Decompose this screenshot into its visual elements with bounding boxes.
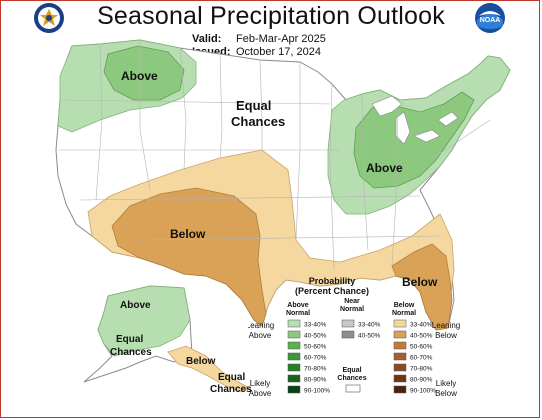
valid-label: Valid:	[192, 33, 222, 45]
below-mid-region-sw	[111, 187, 267, 327]
legend-likely-below-2: Below	[435, 389, 457, 398]
legend-col-above-2: Normal	[286, 310, 310, 317]
legend-swatches: 33-40% 40-50% 50-60% 60-70% 70-80% 80-90% 90-1…	[287, 319, 436, 395]
below-swatch	[393, 319, 407, 328]
below-swatch	[393, 363, 407, 372]
above-swatch	[287, 363, 301, 372]
legend-title-2: (Percent Chance)	[295, 286, 369, 296]
label-ak-equal-2: Chances	[110, 347, 152, 358]
below-swatch	[393, 385, 407, 394]
above-mid-region-ne	[353, 91, 475, 189]
below-swatch-label: 80-90%	[410, 377, 433, 384]
legend-likely-above-1: Likely	[250, 379, 270, 388]
below-swatch	[393, 330, 407, 339]
legend-equal-2: Chances	[337, 375, 366, 382]
legend-col-below-2: Normal	[392, 310, 416, 317]
near-swatch-label: 33-40%	[358, 322, 381, 329]
below-swatch	[393, 341, 407, 350]
above-swatch-label: 60-70%	[304, 355, 327, 362]
below-swatch	[393, 374, 407, 383]
legend-equal-1: Equal	[342, 367, 361, 374]
legend-leaning-below-2: Below	[435, 331, 457, 340]
above-mid-region-nw	[103, 45, 185, 101]
above-swatch	[287, 352, 301, 361]
below-swatch-label: 33-40%	[410, 322, 433, 329]
above-swatch-label: 70-80%	[304, 366, 327, 373]
label-below-se: Below	[402, 275, 438, 289]
commerce-seal-icon	[34, 3, 64, 33]
below-swatch	[393, 352, 407, 361]
label-ak-equal-b1: Equal	[218, 372, 245, 383]
valid-line: Valid: Feb-Mar-Apr 2025	[192, 33, 326, 45]
near-swatch	[341, 319, 355, 328]
state-borders	[58, 40, 491, 271]
label-ak-above: Above	[120, 300, 151, 311]
legend-leaning-below-1: Leaning	[432, 321, 460, 330]
below-swatch-label: 70-80%	[410, 366, 433, 373]
above-swatch	[287, 374, 301, 383]
above-swatch-label: 90-100%	[304, 388, 330, 395]
legend-likely-below-1: Likely	[436, 379, 456, 388]
label-below-sw: Below	[170, 227, 206, 241]
noaa-logo-icon: NOAA	[475, 3, 505, 33]
above-swatch-label: 33-40%	[304, 322, 327, 329]
label-above-nw: Above	[121, 69, 158, 83]
above-swatch-label: 50-60%	[304, 344, 327, 351]
above-swatch	[287, 341, 301, 350]
above-swatch-label: 80-90%	[304, 377, 327, 384]
legend: Probability (Percent Chance) Above Norma…	[248, 276, 460, 398]
above-swatch-label: 40-50%	[304, 333, 327, 340]
page-title: Seasonal Precipitation Outlook	[97, 2, 445, 30]
great-lakes	[371, 95, 459, 145]
legend-col-near-2: Normal	[340, 306, 364, 313]
below-swatch-label: 50-60%	[410, 344, 433, 351]
above-swatch	[287, 319, 301, 328]
legend-title-1: Probability	[309, 276, 356, 286]
legend-col-above-1: Above	[287, 302, 309, 309]
near-swatch-label: 40-50%	[358, 333, 381, 340]
legend-leaning-above-1: Leaning	[248, 321, 274, 330]
below-swatch-label: 90-100%	[410, 388, 436, 395]
legend-col-below-1: Below	[394, 302, 415, 309]
near-swatch	[341, 330, 355, 339]
label-ak-equal-b2: Chances	[210, 384, 252, 395]
legend-likely-above-2: Above	[249, 389, 272, 398]
alaska-above-region	[97, 285, 191, 357]
issued-value: October 17, 2024	[236, 46, 322, 58]
noaa-logo-text: NOAA	[480, 17, 501, 24]
legend-equal-swatch	[345, 384, 361, 393]
legend-col-near-1: Near	[344, 298, 360, 305]
label-ak-below: Below	[186, 356, 216, 367]
label-equal-2: Chances	[231, 114, 285, 129]
below-mid-region-se	[391, 243, 453, 331]
label-ak-equal-1: Equal	[116, 334, 143, 345]
label-equal-1: Equal	[236, 98, 271, 113]
valid-value: Feb-Mar-Apr 2025	[236, 33, 326, 45]
above-swatch	[287, 385, 301, 394]
below-swatch-label: 40-50%	[410, 333, 433, 340]
below-swatch-label: 60-70%	[410, 355, 433, 362]
label-above-ne: Above	[366, 161, 403, 175]
above-swatch	[287, 330, 301, 339]
legend-leaning-above-2: Above	[249, 331, 272, 340]
alaska-below-region	[167, 345, 251, 393]
